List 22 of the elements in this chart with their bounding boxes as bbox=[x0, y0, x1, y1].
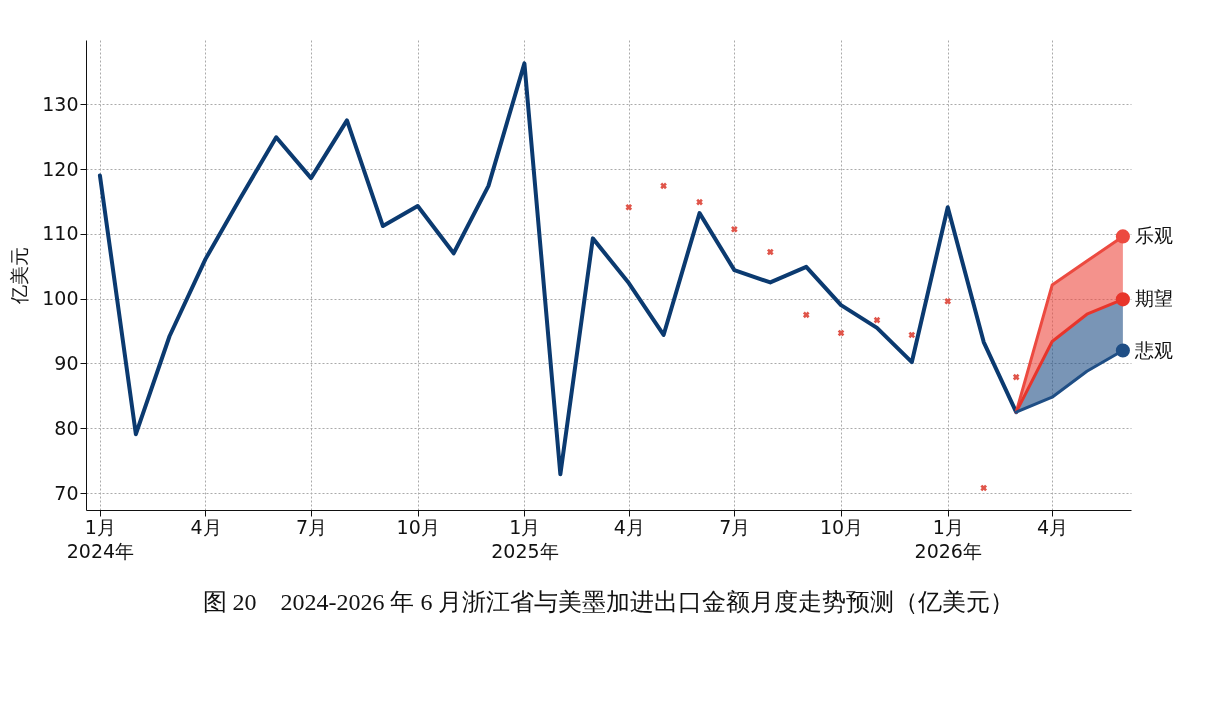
series-label: 悲观 bbox=[1133, 338, 1173, 361]
x-tick-label: 1月 2026年 bbox=[914, 515, 982, 562]
y-tick-label: 110 bbox=[42, 222, 79, 245]
x-tick-label: 1月 2024年 bbox=[66, 515, 135, 562]
x-tick-label: 7月 bbox=[295, 515, 328, 538]
x-tick-label: 4月 bbox=[1037, 515, 1069, 538]
y-tick-label: 90 bbox=[54, 351, 79, 374]
y-tick-label: 130 bbox=[42, 92, 79, 115]
x-tick-label: 10月 bbox=[396, 515, 440, 538]
x-tick-label: 4月 bbox=[190, 515, 222, 538]
y-tick-label: 100 bbox=[42, 287, 79, 310]
x-tick-label: 7月 bbox=[719, 515, 751, 538]
series-label: 期望 bbox=[1134, 287, 1173, 310]
y-tick-label: 80 bbox=[54, 416, 79, 439]
text: 图 20 2024-2026 年 6 月浙江省与美墨加进出口金额月度走势预测（亿美元） bbox=[202, 589, 1015, 615]
y-axis-title: 亿美元 bbox=[8, 247, 31, 305]
series-label: 乐观 bbox=[1134, 224, 1173, 247]
y-tick-label: 120 bbox=[42, 157, 79, 180]
x-tick-label: 4月 bbox=[613, 515, 645, 538]
x-tick-label: 10月 bbox=[819, 515, 864, 538]
y-tick-label: 70 bbox=[54, 481, 79, 504]
x-tick-label: 1月 2025年 bbox=[491, 515, 559, 562]
